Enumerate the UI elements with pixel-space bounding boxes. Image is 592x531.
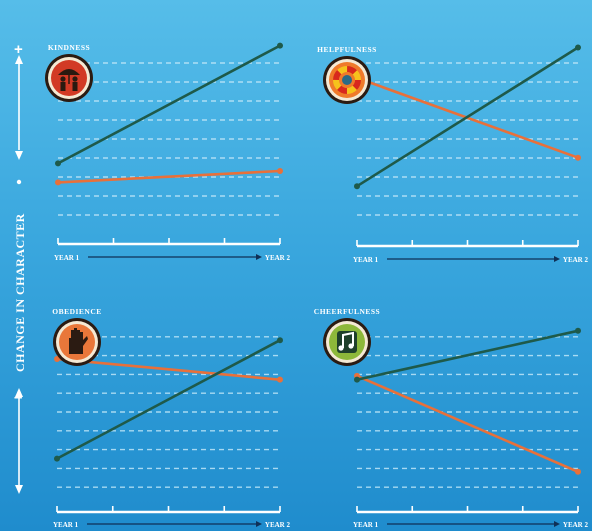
series-line-green [56,44,282,165]
x-tick-label-end: YEAR 2 [563,521,589,529]
series-point-green-year2 [277,337,283,344]
badge-cheerfulness: CHEERFULNESS [314,307,380,366]
series-point-green-year1 [55,160,61,167]
person-right-body [72,82,78,91]
y-axis-minus: – [14,389,22,406]
y-axis-midpoint [16,179,22,185]
person-left-head [60,76,66,82]
badge-title: OBEDIENCE [52,307,102,316]
badge-helpfulness: HELPFULNESS [317,45,377,104]
x-tick-label-end: YEAR 2 [563,256,589,264]
series-line-green [355,46,580,188]
series-line-orange [55,357,282,381]
badge-obedience: OBEDIENCE [52,307,102,366]
y-axis-plus-top: + [14,41,23,58]
x-axis-arrow-head [256,254,262,260]
series-point-green-year2 [575,44,581,51]
music-note-stems [342,331,354,348]
music-note-head-right [348,343,354,349]
badge-kindness: KINDNESS [45,43,93,102]
series-point-green-year2 [575,327,581,334]
y-axis-arrow-down [15,151,23,160]
series-point-orange-year1 [55,179,61,186]
series-point-orange-year1 [54,356,60,362]
y-axis-arrow-up [15,55,23,64]
life-ring-stripes [333,66,361,94]
series-point-green-year1 [354,183,360,190]
series-line-green [355,329,580,381]
person-right-head [72,76,78,82]
badge-title: HELPFULNESS [317,45,377,54]
series-point-green-year2 [277,42,283,49]
y-axis-arrow-up-lower [15,388,23,397]
chart-panels: YEAR 1 YEAR 2 KINDNESS YEAR 1 YEAR 2 HELPFULN… [45,42,589,529]
hand-shape [69,328,88,354]
series-point-orange-year2 [575,154,581,161]
series-point-green-year1 [54,455,60,462]
umbrella-canopy [58,69,80,75]
chart-panel-kindness: YEAR 1 YEAR 2 KINDNESS [45,42,291,262]
series-line-green [55,338,282,460]
y-axis-arrow-down-lower [15,485,23,494]
x-tick-label-start: YEAR 1 [353,256,379,264]
y-axis-title: CHANGE IN CHARACTER [13,213,27,372]
badge-title: KINDNESS [48,43,90,52]
series-line-orange [56,169,282,184]
chart-panel-helpfulness: YEAR 1 YEAR 2 HELPFULNESS [317,44,589,264]
x-axis-arrow-head [256,521,262,527]
x-tick-label-start: YEAR 1 [54,254,80,262]
series-point-green-year1 [354,376,360,383]
chart-panel-obedience: YEAR 1 YEAR 2 OBEDIENCE [52,307,290,529]
person-left-body [60,82,66,91]
x-axis-arrow-head [554,521,560,527]
series-point-orange-year2 [277,376,283,383]
x-tick-label-end: YEAR 2 [265,254,291,262]
series-line-orange [355,374,580,474]
series-point-orange-year2 [575,468,581,475]
x-tick-label-end: YEAR 2 [265,521,291,529]
life-ring-center [342,75,352,85]
x-tick-label-start: YEAR 1 [53,521,79,529]
x-axis-arrow-head [554,256,560,262]
x-tick-label-start: YEAR 1 [353,521,379,529]
music-note-head-left [338,345,344,351]
y-axis: CHANGE IN CHARACTER + – [13,41,27,494]
chart-panel-cheerfulness: YEAR 1 YEAR 2 CHEERFULNESS [314,307,589,529]
badge-title: CHEERFULNESS [314,307,380,316]
series-point-orange-year2 [277,168,283,174]
